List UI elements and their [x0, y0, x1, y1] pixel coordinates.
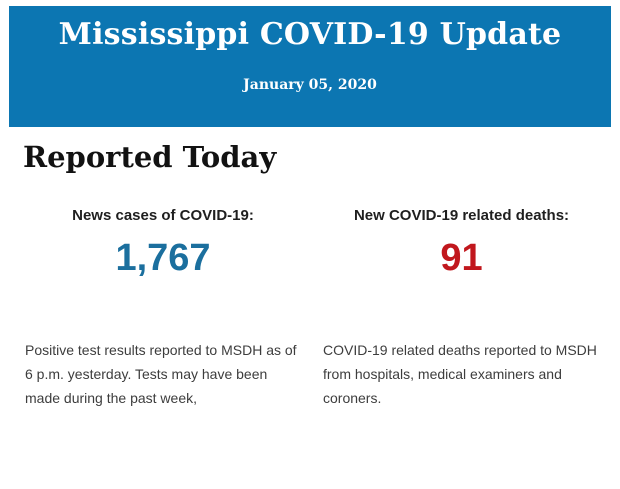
new-deaths-label: New COVID-19 related deaths: — [353, 207, 570, 225]
new-cases-description: Positive test results reported to MSDH a… — [25, 342, 297, 407]
update-banner: Mississippi COVID-19 Update January 05, … — [9, 6, 611, 127]
new-cases-value: 1,767 — [115, 237, 211, 280]
banner-title: Mississippi COVID-19 Update — [58, 17, 562, 52]
stat-new-cases: News cases of COVID-19: 1,767 Positive t… — [25, 207, 301, 410]
banner-date: January 05, 2020 — [243, 77, 377, 93]
stat-new-deaths: New COVID-19 related deaths: 91 COVID-19… — [323, 207, 600, 410]
new-deaths-description: COVID-19 related deaths reported to MSDH… — [323, 342, 597, 407]
new-cases-label: News cases of COVID-19: — [72, 207, 254, 225]
stats-grid: News cases of COVID-19: 1,767 Positive t… — [0, 207, 620, 410]
new-deaths-value: 91 — [440, 237, 483, 280]
section-heading: Reported Today — [23, 140, 277, 174]
